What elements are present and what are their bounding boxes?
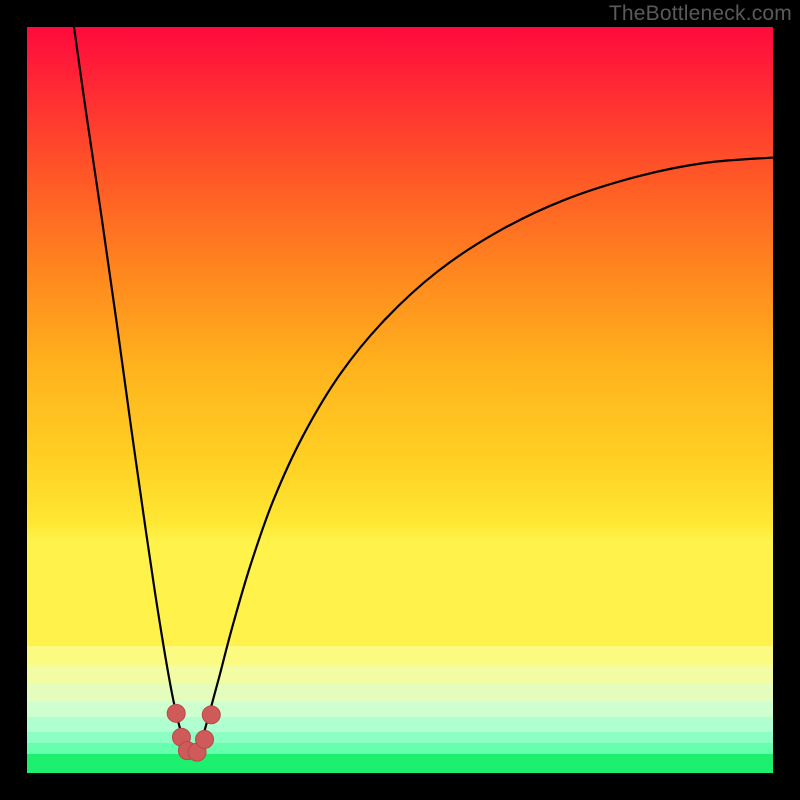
- watermark-text: TheBottleneck.com: [609, 2, 792, 26]
- chart-markers: [27, 27, 773, 773]
- chart-marker: [202, 706, 220, 724]
- chart-marker: [167, 704, 185, 722]
- chart-marker: [196, 730, 214, 748]
- chart-plot-area: [27, 27, 773, 773]
